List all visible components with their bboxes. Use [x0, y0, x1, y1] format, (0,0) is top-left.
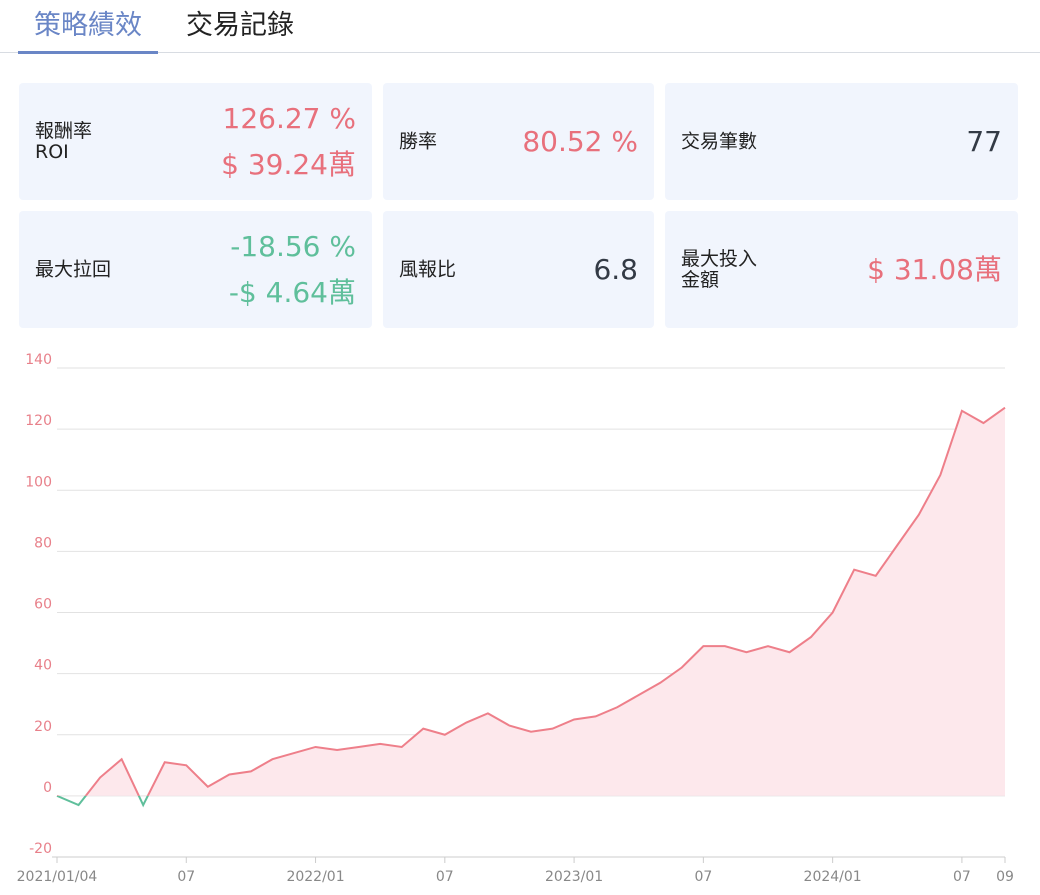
card-values: 77 [966, 119, 1002, 165]
label-line: 交易筆數 [681, 130, 758, 152]
card-value: 80.52 % [522, 124, 638, 158]
stat-card: 最大拉回 -18.56 % -$ 4.64萬 [19, 211, 372, 328]
card-label: 最大投入 金額 [681, 247, 758, 291]
x-tick-label: 07 [177, 869, 195, 885]
y-tick-label: 80 [34, 535, 52, 551]
y-tick-label: 60 [34, 597, 52, 613]
x-tick-label: 2021/01/04 [17, 869, 98, 885]
stat-card: 勝率 80.52 % [383, 83, 654, 200]
tab[interactable]: 策略績效 [18, 6, 158, 54]
y-tick-label: 120 [25, 413, 52, 429]
x-tick-label: 07 [953, 869, 971, 885]
card-label: 最大拉回 [35, 259, 111, 280]
x-tick-label: 07 [436, 869, 454, 885]
x-tick-label: 07 [694, 869, 712, 885]
card-values: 80.52 % [522, 119, 638, 165]
y-tick-label: 40 [34, 658, 52, 674]
line [57, 406, 1006, 796]
card-value: -$ 4.64萬 [228, 275, 356, 309]
y-tick-label: 20 [34, 719, 52, 735]
card-value: 126.27 % [222, 101, 356, 135]
label-line: 最大投入 [681, 247, 758, 270]
tab-bar: 策略績效 交易記錄 [0, 0, 1040, 54]
card-label: 風報比 [399, 259, 456, 280]
card-label: 勝率 [399, 131, 437, 152]
card-label: 交易筆數 [681, 131, 757, 152]
label-line: 金額 [681, 268, 720, 291]
card-value: 77 [966, 124, 1002, 158]
card-value: $ 31.08萬 [867, 252, 1002, 286]
card-label: 報酬率 ROI [35, 119, 93, 163]
label-line: 報酬率 [35, 119, 93, 142]
area [57, 407, 1005, 796]
x-tick-label: 2023/01 [545, 869, 603, 885]
stat-card: 風報比 6.8 [383, 211, 654, 328]
label-line: 最大拉回 [35, 258, 112, 280]
tab[interactable]: 交易記錄 [186, 10, 294, 41]
y-tick-label: 100 [25, 474, 52, 490]
x-tick-label: 09 [996, 869, 1014, 885]
card-values: 6.8 [593, 247, 638, 293]
card-value: 6.8 [593, 252, 638, 286]
stat-card: 報酬率 ROI 126.27 % $ 39.24萬 [19, 83, 372, 200]
card-values: $ 31.08萬 [867, 247, 1002, 293]
label-line: 勝率 [399, 130, 438, 152]
x-tick-label: 2024/01 [804, 869, 862, 885]
y-tick-label: -20 [29, 841, 52, 857]
card-values: -18.56 % -$ 4.64萬 [229, 224, 356, 316]
card-value: -18.56 % [230, 229, 356, 263]
stat-card: 最大投入 金額 $ 31.08萬 [665, 211, 1018, 328]
y-tick-label: 0 [43, 780, 52, 796]
label-line: 風報比 [399, 258, 457, 280]
card-values: 126.27 % $ 39.24萬 [221, 96, 356, 188]
x-tick-label: 2022/01 [286, 869, 344, 885]
label-line: ROI [35, 140, 69, 163]
y-tick-label: 140 [25, 352, 52, 368]
stat-card: 交易筆數 77 [665, 83, 1018, 200]
card-value: $ 39.24萬 [221, 147, 356, 181]
chart: -20 0 20 40 60 80 100 120 140 2021/01/04 07 2022/01… [17, 352, 1014, 885]
